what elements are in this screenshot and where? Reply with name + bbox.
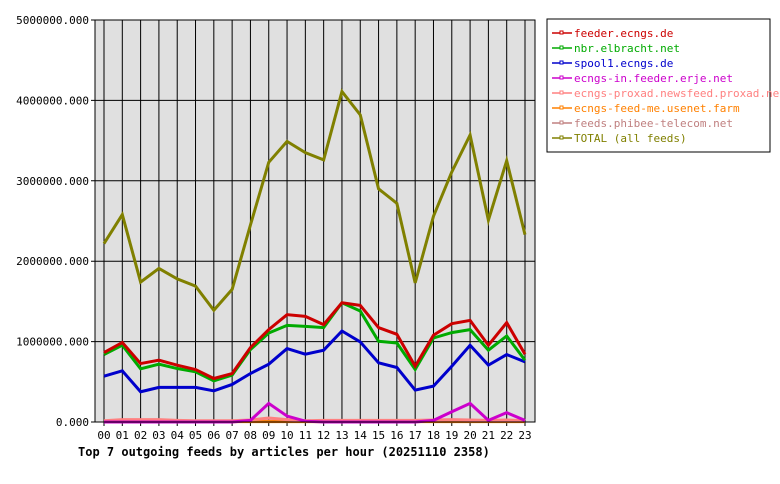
legend-marker bbox=[559, 60, 564, 65]
y-tick-label: 0.000 bbox=[56, 416, 89, 429]
x-tick-label: 17 bbox=[409, 429, 422, 442]
legend-entry: TOTAL (all feeds) bbox=[574, 132, 687, 145]
legend-marker bbox=[559, 90, 564, 95]
y-tick-label: 2000000.000 bbox=[16, 255, 89, 268]
x-tick-label: 16 bbox=[390, 429, 403, 442]
x-tick-label: 15 bbox=[372, 429, 385, 442]
legend: feeder.ecngs.de nbr.elbracht.net spool1.ec… bbox=[546, 18, 780, 153]
series-line bbox=[103, 300, 527, 383]
x-tick-label: 00 bbox=[97, 429, 110, 442]
legend-entry: ecngs-in.feeder.erje.net bbox=[574, 72, 733, 85]
x-tick-label: 21 bbox=[482, 429, 495, 442]
y-tick-label: 5000000.000 bbox=[16, 14, 89, 27]
series-line bbox=[103, 329, 526, 394]
x-tick-label: 13 bbox=[335, 429, 348, 442]
series-line bbox=[102, 88, 527, 313]
x-tick-label: 02 bbox=[134, 429, 147, 442]
y-tick-label: 4000000.000 bbox=[16, 94, 89, 107]
x-tick-label: 08 bbox=[244, 429, 257, 442]
legend-entry: spool1.ecngs.de bbox=[574, 57, 673, 70]
legend-entry: feeder.ecngs.de bbox=[574, 27, 673, 40]
legend-marker bbox=[559, 120, 564, 125]
legend-marker bbox=[559, 135, 564, 140]
x-tick-label: 07 bbox=[226, 429, 239, 442]
x-tick-label: 22 bbox=[500, 429, 513, 442]
legend-marker bbox=[559, 30, 564, 35]
series-line bbox=[103, 301, 527, 381]
x-tick-label: 01 bbox=[116, 429, 129, 442]
x-tick-label: 19 bbox=[445, 429, 458, 442]
x-tick-label: 12 bbox=[317, 429, 330, 442]
legend-marker bbox=[559, 45, 564, 50]
x-tick-label: 10 bbox=[280, 429, 293, 442]
x-tick-label: 09 bbox=[262, 429, 275, 442]
x-tick-label: 11 bbox=[299, 429, 312, 442]
x-tick-label: 05 bbox=[189, 429, 202, 442]
legend-box bbox=[546, 18, 771, 153]
x-tick-label: 20 bbox=[463, 429, 476, 442]
x-tick-label: 06 bbox=[207, 429, 220, 442]
x-tick-label: 18 bbox=[427, 429, 440, 442]
legend-entry: nbr.elbracht.net bbox=[574, 42, 680, 55]
x-tick-label: 23 bbox=[518, 429, 531, 442]
y-tick-label: 1000000.000 bbox=[16, 336, 89, 349]
y-tick-label: 3000000.000 bbox=[16, 175, 89, 188]
legend-entry: ecngs-feed-me.usenet.farm bbox=[574, 102, 740, 115]
legend-entry: ecngs-proxad.newsfeed.proxad.net bbox=[574, 87, 780, 100]
chart-title: Top 7 outgoing feeds by articles per hou… bbox=[78, 445, 490, 459]
x-tick-label: 03 bbox=[152, 429, 165, 442]
x-tick-label: 14 bbox=[354, 429, 368, 442]
legend-entry: feeds.phibee-telecom.net bbox=[574, 117, 733, 130]
legend-marker bbox=[559, 75, 564, 80]
x-tick-label: 04 bbox=[171, 429, 185, 442]
legend-marker bbox=[559, 105, 564, 110]
plot-border bbox=[94, 19, 536, 423]
